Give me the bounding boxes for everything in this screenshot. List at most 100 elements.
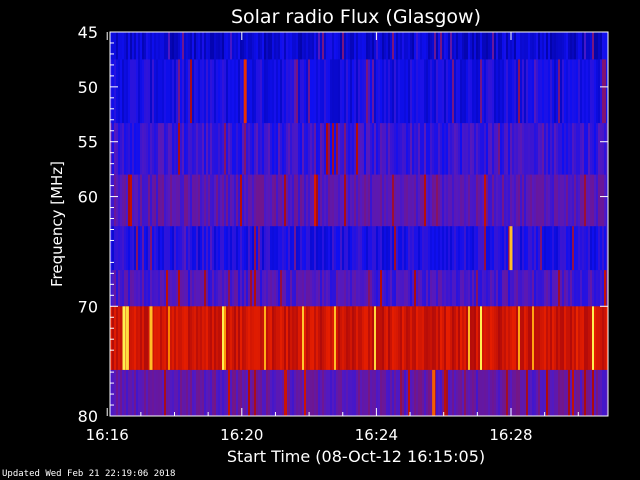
spectrogram-cell — [454, 369, 456, 417]
spectrogram-cell — [388, 369, 390, 417]
spectrogram-cell — [548, 59, 550, 124]
spectrogram-cell — [482, 306, 484, 371]
spectrogram-cell — [404, 306, 406, 371]
spectrogram-cell — [208, 226, 210, 271]
spectrogram-cell — [420, 369, 422, 417]
spectrogram-cell — [248, 226, 250, 271]
spectrogram-cell — [582, 369, 584, 417]
spectrogram-cell — [228, 59, 230, 124]
spectrogram-cell — [398, 174, 400, 227]
spectrogram-cell — [528, 59, 530, 124]
spectrogram-cell — [252, 123, 254, 176]
spectrogram-cell — [190, 59, 192, 124]
spectrogram-cell — [268, 306, 270, 371]
spectrogram-cell — [132, 174, 134, 227]
spectrogram-cell — [280, 59, 282, 124]
spectrogram-cell — [510, 306, 512, 371]
spectrogram-cell — [424, 123, 426, 176]
spectrogram-cell — [192, 369, 194, 417]
spectrogram-cell — [486, 123, 488, 176]
spectrogram-cell — [382, 369, 384, 417]
spectrogram-cell — [392, 123, 394, 176]
spectrogram-cell — [354, 32, 356, 60]
spectrogram-cell — [350, 270, 352, 307]
spectrogram-cell — [148, 369, 150, 417]
spectrogram-cell — [328, 174, 330, 227]
spectrogram-cell — [364, 123, 366, 176]
spectrogram-cell — [582, 226, 584, 271]
spectrogram-cell — [158, 123, 160, 176]
spectrogram-cell — [572, 369, 574, 417]
spectrogram-cell — [504, 306, 506, 371]
spectrogram-cell — [246, 306, 248, 371]
spectrogram-cell — [402, 226, 404, 271]
spectrogram-cell — [186, 174, 188, 227]
spectrogram-cell — [276, 226, 278, 271]
spectrogram-cell — [358, 123, 360, 176]
spectrogram-cell — [434, 226, 436, 271]
spectrogram-cell — [520, 59, 522, 124]
spectrogram-cell — [320, 226, 322, 271]
y-axis-label: Frequency [MHz] — [48, 161, 66, 287]
spectrogram-cell — [424, 306, 426, 371]
spectrogram-cell — [530, 270, 532, 307]
spectrogram-cell — [380, 226, 382, 271]
spectrogram-cell — [462, 32, 464, 60]
spectrogram-cell — [596, 226, 598, 271]
spectrogram-cell — [314, 59, 316, 124]
spectrogram-cell — [216, 270, 218, 307]
spectrogram-cell — [214, 226, 216, 271]
spectrogram-cell — [130, 369, 132, 417]
spectrogram-cell — [428, 270, 430, 307]
spectrogram-cell — [274, 174, 276, 227]
spectrogram-cell — [332, 174, 334, 227]
spectrogram-cell — [482, 369, 484, 417]
spectrogram-cell — [430, 59, 432, 124]
spectrogram-cell — [258, 306, 260, 371]
spectrogram-cell — [312, 32, 314, 60]
spectrogram-cell — [390, 174, 392, 227]
spectrogram-cell — [352, 270, 354, 307]
spectrogram-cell — [178, 59, 180, 124]
spectrogram-cell — [368, 59, 370, 124]
chart-title: Solar radio Flux (Glasgow) — [231, 6, 481, 28]
spectrogram-cell — [392, 369, 394, 417]
spectrogram-cell — [258, 369, 260, 417]
spectrogram-cell — [576, 123, 578, 176]
spectrogram-cell — [182, 123, 184, 176]
spectrogram-cell — [394, 270, 396, 307]
spectrogram-cell — [278, 32, 280, 60]
spectrogram-cell — [306, 226, 308, 271]
spectrogram-cell — [510, 59, 512, 124]
spectrogram-cell — [336, 174, 338, 227]
spectrogram-cell — [412, 32, 414, 60]
spectrogram-cell — [168, 226, 170, 271]
spectrogram-cell — [186, 32, 188, 60]
spectrogram-cell — [150, 270, 152, 307]
spectrogram-cell — [174, 32, 176, 60]
spectrogram-cell — [366, 306, 368, 371]
spectrogram-cell — [156, 32, 158, 60]
spectrogram-cell — [462, 226, 464, 271]
spectrogram-cell — [588, 270, 590, 307]
spectrogram-cell — [492, 32, 494, 60]
spectrogram-cell — [290, 32, 292, 60]
spectrogram-cell — [162, 306, 164, 371]
spectrogram-cell — [208, 123, 210, 176]
spectrogram-cell — [414, 123, 416, 176]
spectrogram-cell — [484, 174, 486, 227]
spectrogram-cell — [272, 306, 274, 371]
spectrogram-cell — [218, 270, 220, 307]
spectrogram-cell — [242, 123, 244, 176]
spectrogram-cell — [388, 123, 390, 176]
spectrogram-cell — [290, 174, 292, 227]
spectrogram-cell — [580, 226, 582, 271]
spectrogram-cell — [564, 32, 566, 60]
spectrogram-cell — [548, 226, 550, 271]
spectrogram-cell — [298, 123, 300, 176]
spectrogram-cell — [566, 369, 568, 417]
spectrogram-cell — [160, 123, 162, 176]
spectrogram-cell — [388, 270, 390, 307]
spectrogram-cell — [530, 306, 532, 371]
spectrogram-cell — [446, 306, 448, 371]
